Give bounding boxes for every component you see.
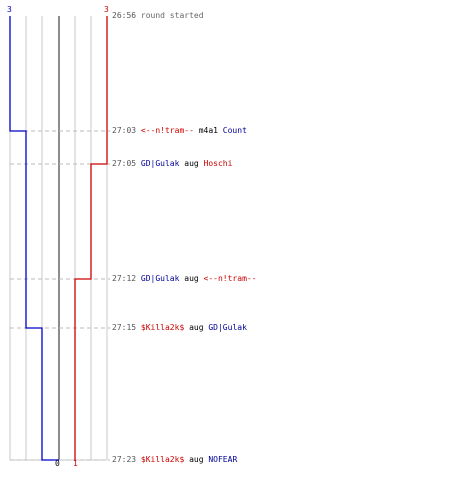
event-text: aug xyxy=(179,274,204,283)
event-row: 26:56 round started xyxy=(112,11,204,21)
event-text: Hoschi xyxy=(203,159,233,168)
event-text: $Killa2k$ xyxy=(140,323,185,332)
event-text: GD|Gulak xyxy=(140,159,180,168)
event-time: 27:05 xyxy=(112,159,141,168)
event-text: GD|Gulak xyxy=(208,323,247,332)
blue-end-label: 0 xyxy=(55,459,60,468)
event-text: round started xyxy=(140,11,204,20)
event-time: 27:15 xyxy=(112,323,141,332)
event-dash-lines xyxy=(10,130,110,461)
event-row: 27:15 $Killa2k$ aug GD|Gulak xyxy=(112,323,247,333)
event-time: 27:12 xyxy=(112,274,141,283)
event-text: aug xyxy=(184,455,209,464)
event-text: NOFEAR xyxy=(208,455,238,464)
blue-start-label: 3 xyxy=(7,5,12,14)
count-labels: 3 3 0 1 xyxy=(7,5,109,468)
red-start-label: 3 xyxy=(104,5,109,14)
event-time: 26:56 xyxy=(112,11,141,20)
event-row: 27:12 GD|Gulak aug <--n!tram-- xyxy=(112,274,257,284)
event-row: 27:05 GD|Gulak aug Hoschi xyxy=(112,159,232,169)
event-text: aug xyxy=(184,323,209,332)
event-time: 27:03 xyxy=(112,126,141,135)
series-lines xyxy=(9,16,108,461)
event-text: <--n!tram-- xyxy=(140,126,194,135)
event-row: 27:23 $Killa2k$ aug NOFEAR xyxy=(112,455,237,465)
grid xyxy=(9,16,108,461)
event-text: $Killa2k$ xyxy=(140,455,185,464)
series-line-blue xyxy=(9,16,59,461)
event-text: <--n!tram-- xyxy=(203,274,257,283)
event-text: aug xyxy=(179,159,204,168)
event-text: GD|Gulak xyxy=(140,274,180,283)
series-line-red xyxy=(74,16,108,460)
event-text: m4a1 xyxy=(193,126,223,135)
red-end-label: 1 xyxy=(73,459,78,468)
event-row: 27:03 <--n!tram-- m4a1 Count xyxy=(112,126,247,136)
event-text: Count xyxy=(222,126,247,135)
event-time: 27:23 xyxy=(112,455,141,464)
